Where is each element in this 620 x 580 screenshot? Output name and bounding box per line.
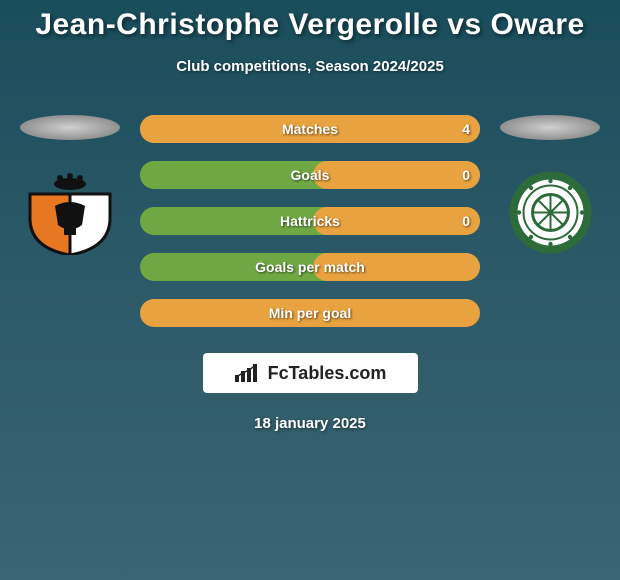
right-club-badge bbox=[500, 170, 600, 255]
right-avatar-placeholder bbox=[500, 115, 600, 140]
watermark: FcTables.com bbox=[203, 353, 418, 393]
left-avatar-placeholder bbox=[20, 115, 120, 140]
stat-row: Goals0 bbox=[140, 161, 480, 189]
stat-label: Goals per match bbox=[140, 253, 480, 281]
stat-row: Min per goal bbox=[140, 299, 480, 327]
page-title: Jean-Christophe Vergerolle vs Oware bbox=[0, 0, 620, 42]
stat-label: Goals bbox=[140, 161, 480, 189]
subtitle: Club competitions, Season 2024/2025 bbox=[0, 58, 620, 75]
stat-row: Goals per match bbox=[140, 253, 480, 281]
stat-row: Hattricks0 bbox=[140, 207, 480, 235]
stat-value: 0 bbox=[462, 207, 470, 235]
stat-row: Matches4 bbox=[140, 115, 480, 143]
stat-value: 0 bbox=[462, 161, 470, 189]
bars-icon bbox=[234, 363, 262, 383]
left-club-badge bbox=[20, 170, 120, 255]
shield-icon bbox=[20, 170, 120, 255]
stat-rows: Matches4Goals0Hattricks0Goals per matchM… bbox=[140, 115, 480, 327]
right-player-zone bbox=[490, 115, 610, 255]
stat-label: Matches bbox=[140, 115, 480, 143]
left-player-zone bbox=[10, 115, 130, 255]
stat-label: Min per goal bbox=[140, 299, 480, 327]
date-label: 18 january 2025 bbox=[0, 415, 620, 432]
stats-area: Matches4Goals0Hattricks0Goals per matchM… bbox=[0, 115, 620, 335]
club-crest-icon bbox=[508, 170, 593, 255]
stat-value: 4 bbox=[462, 115, 470, 143]
watermark-text: FcTables.com bbox=[268, 363, 387, 384]
stat-label: Hattricks bbox=[140, 207, 480, 235]
